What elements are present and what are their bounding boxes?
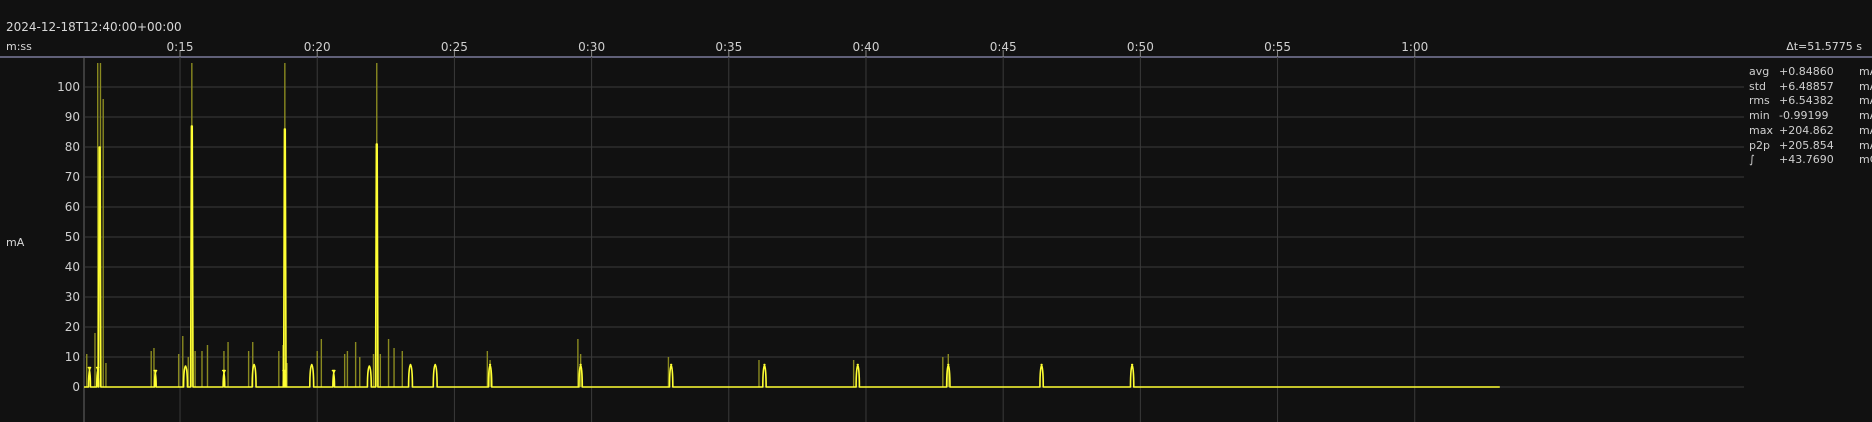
y-tick-label: 90 (65, 110, 80, 124)
stat-value: +0.84860 (1779, 65, 1859, 80)
stat-row-rms: rms +6.54382 mA (1749, 94, 1872, 109)
y-tick-label: 60 (65, 200, 80, 214)
y-tick-label: 0 (72, 380, 80, 394)
stat-row-avg: avg +0.84860 mA (1749, 65, 1872, 80)
stat-name: avg (1749, 65, 1779, 80)
y-tick-label: 70 (65, 170, 80, 184)
y-tick-label: 80 (65, 140, 80, 154)
statistics-panel: avg +0.84860 mA std +6.48857 mA rms +6.5… (1749, 65, 1872, 168)
x-tick-label: 0:25 (441, 40, 468, 54)
stat-value: +205.854 (1779, 139, 1859, 154)
stat-unit: mA (1859, 139, 1872, 154)
stat-row-min: min -0.99199 mA (1749, 109, 1872, 124)
x-tick-label: 0:45 (990, 40, 1017, 54)
x-tick-label: 0:20 (304, 40, 331, 54)
current-trace (84, 126, 1500, 387)
stat-row-max: max +204.862 mA (1749, 124, 1872, 139)
y-tick-label: 10 (65, 350, 80, 364)
y-tick-label: 20 (65, 320, 80, 334)
x-tick-label: 0:40 (853, 40, 880, 54)
y-tick-label: 50 (65, 230, 80, 244)
stat-name: std (1749, 80, 1779, 95)
x-tick-label: 0:15 (167, 40, 194, 54)
stat-value: -0.99199 (1779, 109, 1859, 124)
stat-name: p2p (1749, 139, 1779, 154)
tick-layer: 0 10 20 30 40 50 60 70 80 90 100 0:15 0:20 0:25 0:30 0:… (57, 40, 1428, 394)
x-tick-label: 0:55 (1264, 40, 1291, 54)
stat-name: rms (1749, 94, 1779, 109)
signal-layer (84, 126, 1500, 387)
y-tick-label: 30 (65, 290, 80, 304)
stat-name: ∫ (1749, 153, 1779, 168)
stat-unit: mA (1859, 80, 1872, 95)
x-tick-label: 0:30 (578, 40, 605, 54)
stat-row-p2p: p2p +205.854 mA (1749, 139, 1872, 154)
stat-unit: mA (1859, 65, 1872, 80)
grid-layer (0, 50, 1872, 422)
stat-name: min (1749, 109, 1779, 124)
x-tick-label: 1:00 (1401, 40, 1428, 54)
y-tick-label: 100 (57, 80, 80, 94)
stat-unit: mA (1859, 124, 1872, 139)
x-tick-label: 0:50 (1127, 40, 1154, 54)
stat-unit: mA (1859, 94, 1872, 109)
stat-name: max (1749, 124, 1779, 139)
stat-value: +43.7690 (1779, 153, 1859, 168)
stat-row-integral: ∫ +43.7690 mC (1749, 153, 1872, 168)
stat-row-std: std +6.48857 mA (1749, 80, 1872, 95)
envelope-layer (87, 63, 949, 387)
y-tick-label: 40 (65, 260, 80, 274)
x-tick-label: 0:35 (715, 40, 742, 54)
stat-value: +204.862 (1779, 124, 1859, 139)
stat-unit: mC (1859, 153, 1872, 168)
stat-value: +6.54382 (1779, 94, 1859, 109)
stat-unit: mA (1859, 109, 1872, 124)
stat-value: +6.48857 (1779, 80, 1859, 95)
